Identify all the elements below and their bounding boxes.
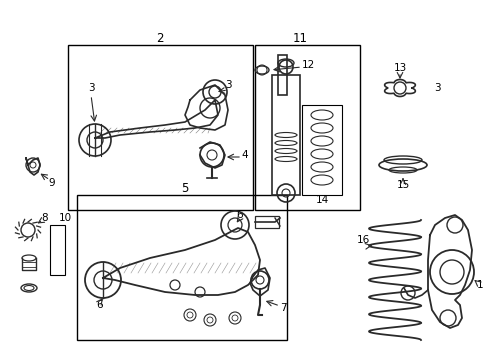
Bar — [68, 45, 252, 210]
Bar — [254, 45, 359, 210]
Text: 1: 1 — [476, 280, 482, 290]
Text: 6: 6 — [97, 300, 103, 310]
Text: 9: 9 — [49, 178, 55, 188]
Text: 13: 13 — [392, 63, 406, 73]
Bar — [302, 105, 341, 195]
Text: 6: 6 — [236, 210, 243, 220]
Text: 2: 2 — [156, 32, 163, 45]
Text: 15: 15 — [396, 180, 409, 190]
Text: 11: 11 — [292, 32, 307, 45]
Text: 5: 5 — [181, 181, 188, 194]
Text: 12: 12 — [301, 60, 314, 70]
Text: 8: 8 — [41, 213, 48, 223]
Bar — [271, 75, 299, 195]
Bar — [50, 225, 65, 275]
Bar — [77, 195, 286, 340]
Text: 4: 4 — [241, 150, 248, 160]
Text: 3: 3 — [224, 80, 231, 90]
Bar — [278, 55, 286, 95]
Text: 14: 14 — [315, 195, 328, 205]
Text: 10: 10 — [59, 213, 71, 223]
Text: 16: 16 — [356, 235, 369, 245]
Bar — [254, 216, 279, 228]
Text: 7: 7 — [279, 303, 286, 313]
Text: 3: 3 — [433, 83, 439, 93]
Text: 3: 3 — [87, 83, 94, 93]
